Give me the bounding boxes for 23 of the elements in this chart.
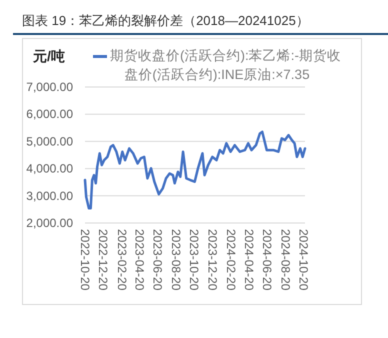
legend-label: 期货收盘价(活跃合约):苯乙烯:-期货收盘价(活跃合约):INE原油:×7.35: [110, 48, 341, 82]
x-tick-label: 2024-02-20: [224, 229, 238, 291]
x-tick-label: 2022-12-20: [96, 229, 110, 291]
x-tick-label: 2023-02-20: [114, 229, 129, 291]
x-tick-label: 2024-08-20: [278, 229, 292, 291]
ylabel: 元/吨: [33, 48, 65, 66]
x-tick-label: 2024-04-20: [242, 229, 256, 291]
x-tick-label: 2024-06-20: [260, 229, 274, 291]
y-tick-label: 2,000.00: [26, 216, 74, 230]
y-tick-label: 6,000.00: [26, 107, 74, 122]
x-tick-label: 2023-10-20: [187, 229, 202, 291]
x-tick-label: 2022-10-20: [78, 229, 92, 291]
x-tick-label: 2023-04-20: [132, 229, 146, 291]
legend: 期货收盘价(活跃合约):苯乙烯:-期货收盘价(活跃合约):INE原油:×7.35: [92, 46, 342, 84]
y-tick-label: 4,000.00: [26, 162, 74, 176]
y-tick-label: 7,000.00: [26, 80, 74, 94]
y-tick-label: 3,000.00: [26, 188, 74, 203]
x-tick-label: 2023-08-20: [168, 229, 183, 291]
x-tick-label: 2023-06-20: [150, 229, 165, 291]
y-tick-label: 5,000.00: [26, 134, 74, 148]
x-tick-label: 2024-10-20: [296, 229, 311, 291]
title: 图表 19：苯乙烯的裂解价差（2018—20241025）: [22, 12, 309, 30]
x-tick-label: 2023-12-20: [205, 229, 220, 291]
